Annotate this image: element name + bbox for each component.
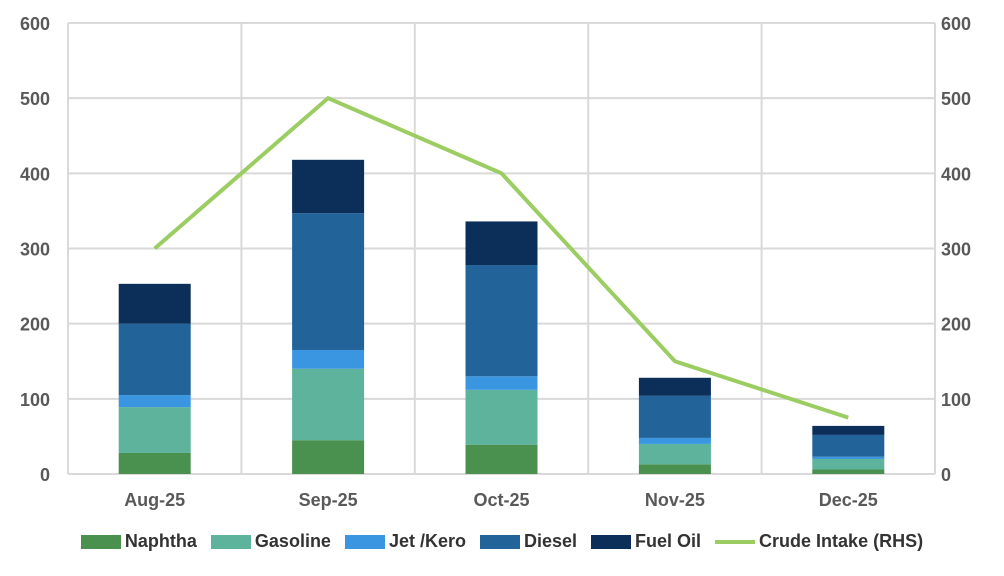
y2-tick-label: 500	[941, 89, 971, 109]
x-tick-label: Dec-25	[819, 490, 878, 510]
bar-fuel-oil	[118, 283, 191, 324]
y2-tick-label: 200	[941, 315, 971, 335]
legend-label: Diesel	[523, 531, 578, 551]
legend-item: Diesel	[479, 531, 578, 552]
y-tick-label: 100	[20, 390, 50, 410]
y-tick-label: 0	[40, 465, 50, 485]
legend-swatch	[591, 534, 632, 549]
legend-swatch	[479, 534, 520, 549]
legend-item: Jet /Kero	[344, 531, 466, 552]
x-tick-label: Aug-25	[124, 490, 185, 510]
bar-gasoline	[118, 407, 191, 453]
bar-jet-kero	[638, 437, 711, 444]
bar-naphtha	[292, 440, 365, 474]
y-tick-label: 300	[20, 240, 50, 260]
bar-diesel	[292, 213, 365, 350]
y2-tick-label: 300	[941, 240, 971, 260]
legend-label: Jet /Kero	[388, 531, 466, 551]
y2-tick-label: 0	[941, 465, 951, 485]
bar-naphtha	[638, 464, 711, 474]
bar-gasoline	[465, 389, 538, 445]
legend-swatch	[715, 539, 756, 544]
bar-jet-kero	[812, 456, 885, 459]
bar-gasoline	[292, 368, 365, 441]
bar-gasoline	[638, 443, 711, 465]
legend-swatch	[210, 534, 251, 549]
legend-item: Gasoline	[210, 531, 331, 552]
legend-label: Naphtha	[124, 531, 197, 551]
x-tick-label: Oct-25	[473, 490, 529, 510]
y-tick-label: 500	[20, 89, 50, 109]
y2-tick-label: 400	[941, 164, 971, 184]
legend-item: Crude Intake (RHS)	[715, 531, 923, 552]
y-tick-label: 200	[20, 315, 50, 335]
bar-fuel-oil	[638, 377, 711, 396]
legend-label: Fuel Oil	[635, 531, 702, 551]
bar-diesel	[812, 434, 885, 457]
y2-tick-label: 600	[941, 14, 971, 34]
legend-label: Gasoline	[254, 531, 331, 551]
bar-fuel-oil	[812, 425, 885, 435]
legend-swatch	[80, 534, 121, 549]
legend-swatch	[344, 534, 385, 549]
bar-diesel	[465, 265, 538, 377]
legend-label: Crude Intake (RHS)	[759, 531, 924, 551]
bar-jet-kero	[465, 376, 538, 390]
bar-diesel	[638, 395, 711, 438]
legend-item: Fuel Oil	[591, 531, 701, 552]
y2-tick-label: 100	[941, 390, 971, 410]
bar-gasoline	[812, 458, 885, 470]
legend: Naphtha Gasoline Jet /Kero Diesel Fuel Oil Cr…	[0, 531, 1004, 552]
bar-fuel-oil	[292, 159, 365, 214]
y-tick-label: 600	[20, 14, 50, 34]
y-tick-label: 400	[20, 164, 50, 184]
bar-naphtha	[812, 469, 885, 474]
bar-fuel-oil	[465, 221, 538, 266]
bar-diesel	[118, 323, 191, 396]
line-crude-intake	[153, 95, 849, 420]
chart: 0 0 100 100 200 200 300 300 400 400 500 500 600 600 Au…	[20, 14, 971, 510]
bar-jet-kero	[292, 349, 365, 369]
x-tick-label: Nov-25	[645, 490, 705, 510]
bar-naphtha	[118, 452, 191, 474]
bar-naphtha	[465, 444, 538, 474]
legend-item: Naphtha	[80, 531, 197, 552]
bar-jet-kero	[118, 395, 191, 408]
x-tick-label: Sep-25	[299, 490, 358, 510]
